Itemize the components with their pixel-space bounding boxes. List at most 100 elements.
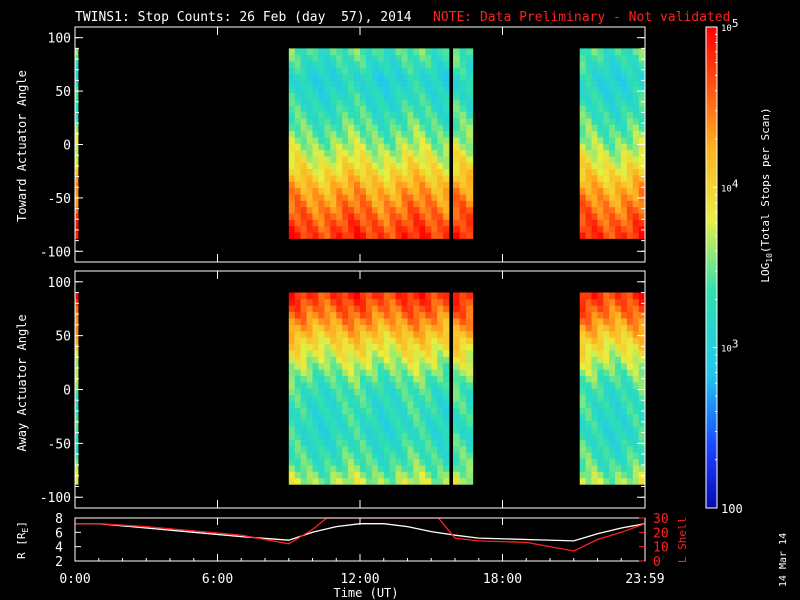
away-heatmap-cell (401, 318, 408, 325)
toward-heatmap-cell (453, 137, 460, 144)
toward-heatmap-cell (300, 118, 307, 125)
away-heatmap-cell (591, 458, 598, 466)
toward-heatmap-cell (459, 168, 467, 176)
away-heatmap-cell (597, 388, 604, 396)
away-heatmap-cell (306, 414, 313, 421)
away-heatmap-cell (401, 375, 408, 383)
away-heatmap-cell (459, 337, 467, 345)
toward-heatmap-cell (621, 99, 628, 106)
away-heatmap-cell (431, 445, 438, 453)
toward-heatmap-cell (75, 232, 79, 239)
toward-heatmap-cell (371, 206, 379, 214)
away-heatmap-cell (443, 311, 450, 319)
away-heatmap-cell (377, 439, 385, 447)
away-heatmap-cell (431, 407, 438, 415)
away-heatmap-cell (626, 420, 634, 428)
toward-heatmap-cell (342, 181, 349, 189)
away-heatmap-cell (377, 394, 385, 402)
toward-heatmap-cell (459, 156, 467, 163)
toward-heatmap-cell (330, 61, 337, 68)
toward-heatmap-cell (377, 232, 385, 239)
toward-heatmap-cell (300, 213, 307, 220)
toward-heatmap-cell (597, 137, 604, 144)
toward-heatmap-cell (579, 137, 586, 144)
toward-heatmap-cell (318, 162, 325, 170)
away-heatmap-cell (324, 330, 331, 338)
toward-heatmap-cell (330, 99, 337, 106)
away-heatmap-cell (377, 292, 385, 300)
away-heatmap-cell (466, 337, 474, 345)
away-heatmap-cell (459, 324, 467, 332)
toward-heatmap-cell (626, 219, 634, 227)
away-heatmap-cell (615, 452, 622, 460)
toward-heatmap-cell (342, 67, 349, 75)
toward-heatmap-cell (395, 111, 402, 119)
toward-heatmap-cell (609, 175, 616, 182)
toward-heatmap-cell (288, 194, 296, 201)
away-heatmap-cell (626, 401, 634, 408)
away-heatmap-cell (453, 343, 460, 351)
toward-heatmap-cell (389, 61, 396, 68)
away-heatmap-cell (615, 311, 622, 319)
toward-heatmap-cell (615, 206, 622, 214)
away-heatmap-cell (591, 298, 598, 306)
toward-heatmap-cell (360, 156, 367, 163)
toward-heatmap-cell (431, 80, 438, 87)
away-heatmap-cell (306, 394, 313, 402)
away-heatmap-cell (377, 337, 385, 345)
away-heatmap-cell (466, 401, 474, 408)
away-heatmap-cell (348, 420, 355, 428)
toward-heatmap-cell (626, 181, 634, 189)
away-heatmap-cell (437, 362, 444, 370)
toward-heatmap-cell (453, 54, 460, 62)
toward-heatmap-cell (306, 187, 313, 195)
toward-heatmap-cell (288, 73, 296, 81)
toward-heatmap-cell (300, 73, 307, 81)
toward-heatmap-cell (603, 168, 610, 176)
toward-heatmap-cell (330, 86, 337, 94)
away-heatmap-cell (585, 414, 592, 421)
toward-heatmap-cell (413, 73, 420, 81)
toward-heatmap-cell (453, 118, 460, 125)
toward-heatmap-cell (425, 200, 432, 208)
toward-heatmap-cell (300, 137, 307, 144)
toward-heatmap-cell (443, 206, 450, 214)
toward-heatmap-cell (453, 73, 460, 81)
away-heatmap-cell (459, 330, 467, 338)
away-heatmap-cell (371, 298, 379, 306)
away-heatmap-cell (453, 439, 460, 447)
toward-heatmap-cell (360, 206, 367, 214)
toward-heatmap-cell (324, 73, 331, 81)
away-ytick-label: 100 (48, 276, 71, 291)
away-heatmap-cell (437, 407, 444, 415)
away-heatmap-cell (336, 382, 343, 389)
toward-ylabel: Toward Actuator Angle (15, 70, 29, 222)
time-tick-label: 0:00 (59, 572, 90, 587)
toward-heatmap-cell (318, 86, 325, 94)
away-heatmap-cell (401, 356, 408, 364)
away-heatmap-cell (437, 318, 444, 325)
toward-heatmap-cell (407, 206, 414, 214)
toward-heatmap-cell (342, 86, 349, 94)
away-heatmap-cell (348, 388, 355, 396)
toward-heatmap-cell (609, 137, 616, 144)
toward-heatmap-cell (395, 156, 402, 163)
away-heatmap-cell (425, 350, 432, 357)
toward-heatmap-cell (342, 143, 349, 151)
away-heatmap-cell (443, 414, 450, 421)
away-heatmap-cell (459, 343, 467, 351)
away-heatmap-cell (431, 433, 438, 440)
away-heatmap-cell (591, 452, 598, 460)
away-heatmap-cell (407, 298, 414, 306)
toward-heatmap-cell (306, 111, 313, 119)
toward-heatmap-cell (294, 194, 301, 201)
away-heatmap-cell (354, 343, 361, 351)
away-heatmap-cell (371, 388, 379, 396)
away-heatmap-cell (312, 477, 319, 485)
away-heatmap-cell (425, 433, 432, 440)
away-heatmap-cell (360, 350, 367, 357)
toward-heatmap-cell (453, 149, 460, 157)
away-heatmap-cell (638, 420, 645, 428)
away-heatmap-cell (354, 382, 361, 389)
orbit-right-ytick-label: 20 (653, 526, 669, 541)
